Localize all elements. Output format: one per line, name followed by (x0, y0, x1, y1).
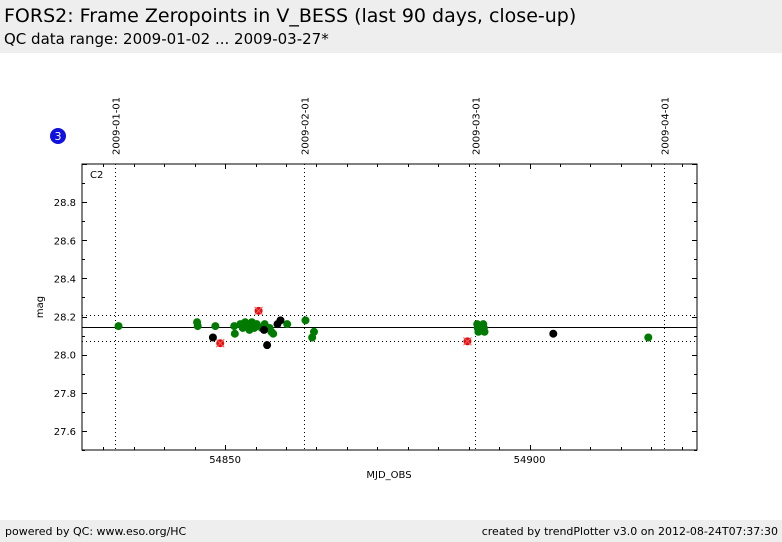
badge-circle (50, 128, 66, 144)
page-title: FORS2: Frame Zeropoints in V_BESS (last … (4, 5, 577, 27)
date-markers: 2009-01-01 2009-02-01 2009-03-01 2009-04-01 (112, 97, 672, 450)
data-point-ok (301, 316, 310, 325)
data-point-ok (230, 329, 239, 338)
footer-generator: created by trendPlotter v3.0 on 2012-08-… (481, 525, 778, 538)
page-subtitle: QC data range: 2009-01-02 ... 2009-03-27… (4, 30, 329, 48)
footer-credit: powered by QC: www.eso.org/HC (5, 525, 187, 538)
limit-lines (82, 315, 697, 342)
panel-label: C2 (90, 170, 103, 181)
y-tick-label: 28.8 (54, 198, 76, 209)
y-axis: 27.6 27.8 28.0 28.2 28.4 28.6 28.8 (54, 164, 697, 451)
data-point-ok (114, 322, 123, 331)
data-point-other (549, 329, 558, 338)
flag-cross-icon (254, 306, 263, 316)
data-point-ok (283, 320, 292, 329)
page-footer: powered by QC: www.eso.org/HC created by… (0, 520, 782, 542)
plot-area (81, 163, 698, 451)
flag-cross-icon (215, 338, 225, 348)
y-tick-label: 28.4 (54, 274, 76, 285)
date-marker-label: 2009-03-01 (472, 97, 483, 155)
date-marker-label: 2009-02-01 (301, 97, 312, 155)
x-axis-label: MJD_OBS (366, 470, 411, 481)
y-tick-label: 28.0 (54, 351, 76, 362)
y-tick-label: 27.6 (54, 427, 76, 438)
x-tick-label: 54900 (514, 455, 546, 466)
date-marker-label: 2009-01-01 (112, 97, 123, 155)
badge-label: 3 (55, 130, 62, 143)
data-point-ok (230, 322, 239, 331)
y-tick-label: 28.2 (54, 313, 76, 324)
x-tick-label: 54850 (209, 455, 241, 466)
data-point-ok (480, 327, 489, 336)
data-point-ok (211, 322, 220, 331)
data-point-other (260, 325, 269, 334)
data-points (114, 306, 653, 350)
data-point-ok (644, 333, 653, 342)
y-axis-label: mag (35, 296, 46, 318)
date-marker-label: 2009-04-01 (661, 97, 672, 155)
data-point-other (208, 333, 217, 342)
data-point-other (263, 341, 272, 350)
y-tick-label: 27.8 (54, 389, 76, 400)
x-axis: 54850 54900 (103, 164, 683, 466)
y-tick-label: 28.6 (54, 236, 76, 247)
data-point-ok (269, 329, 278, 338)
data-point-ok (309, 327, 318, 336)
data-point-other (276, 316, 285, 325)
flag-cross-icon (463, 336, 472, 346)
data-point-ok (193, 322, 202, 331)
page-header: FORS2: Frame Zeropoints in V_BESS (last … (0, 0, 782, 53)
badge: 3 (50, 128, 66, 144)
